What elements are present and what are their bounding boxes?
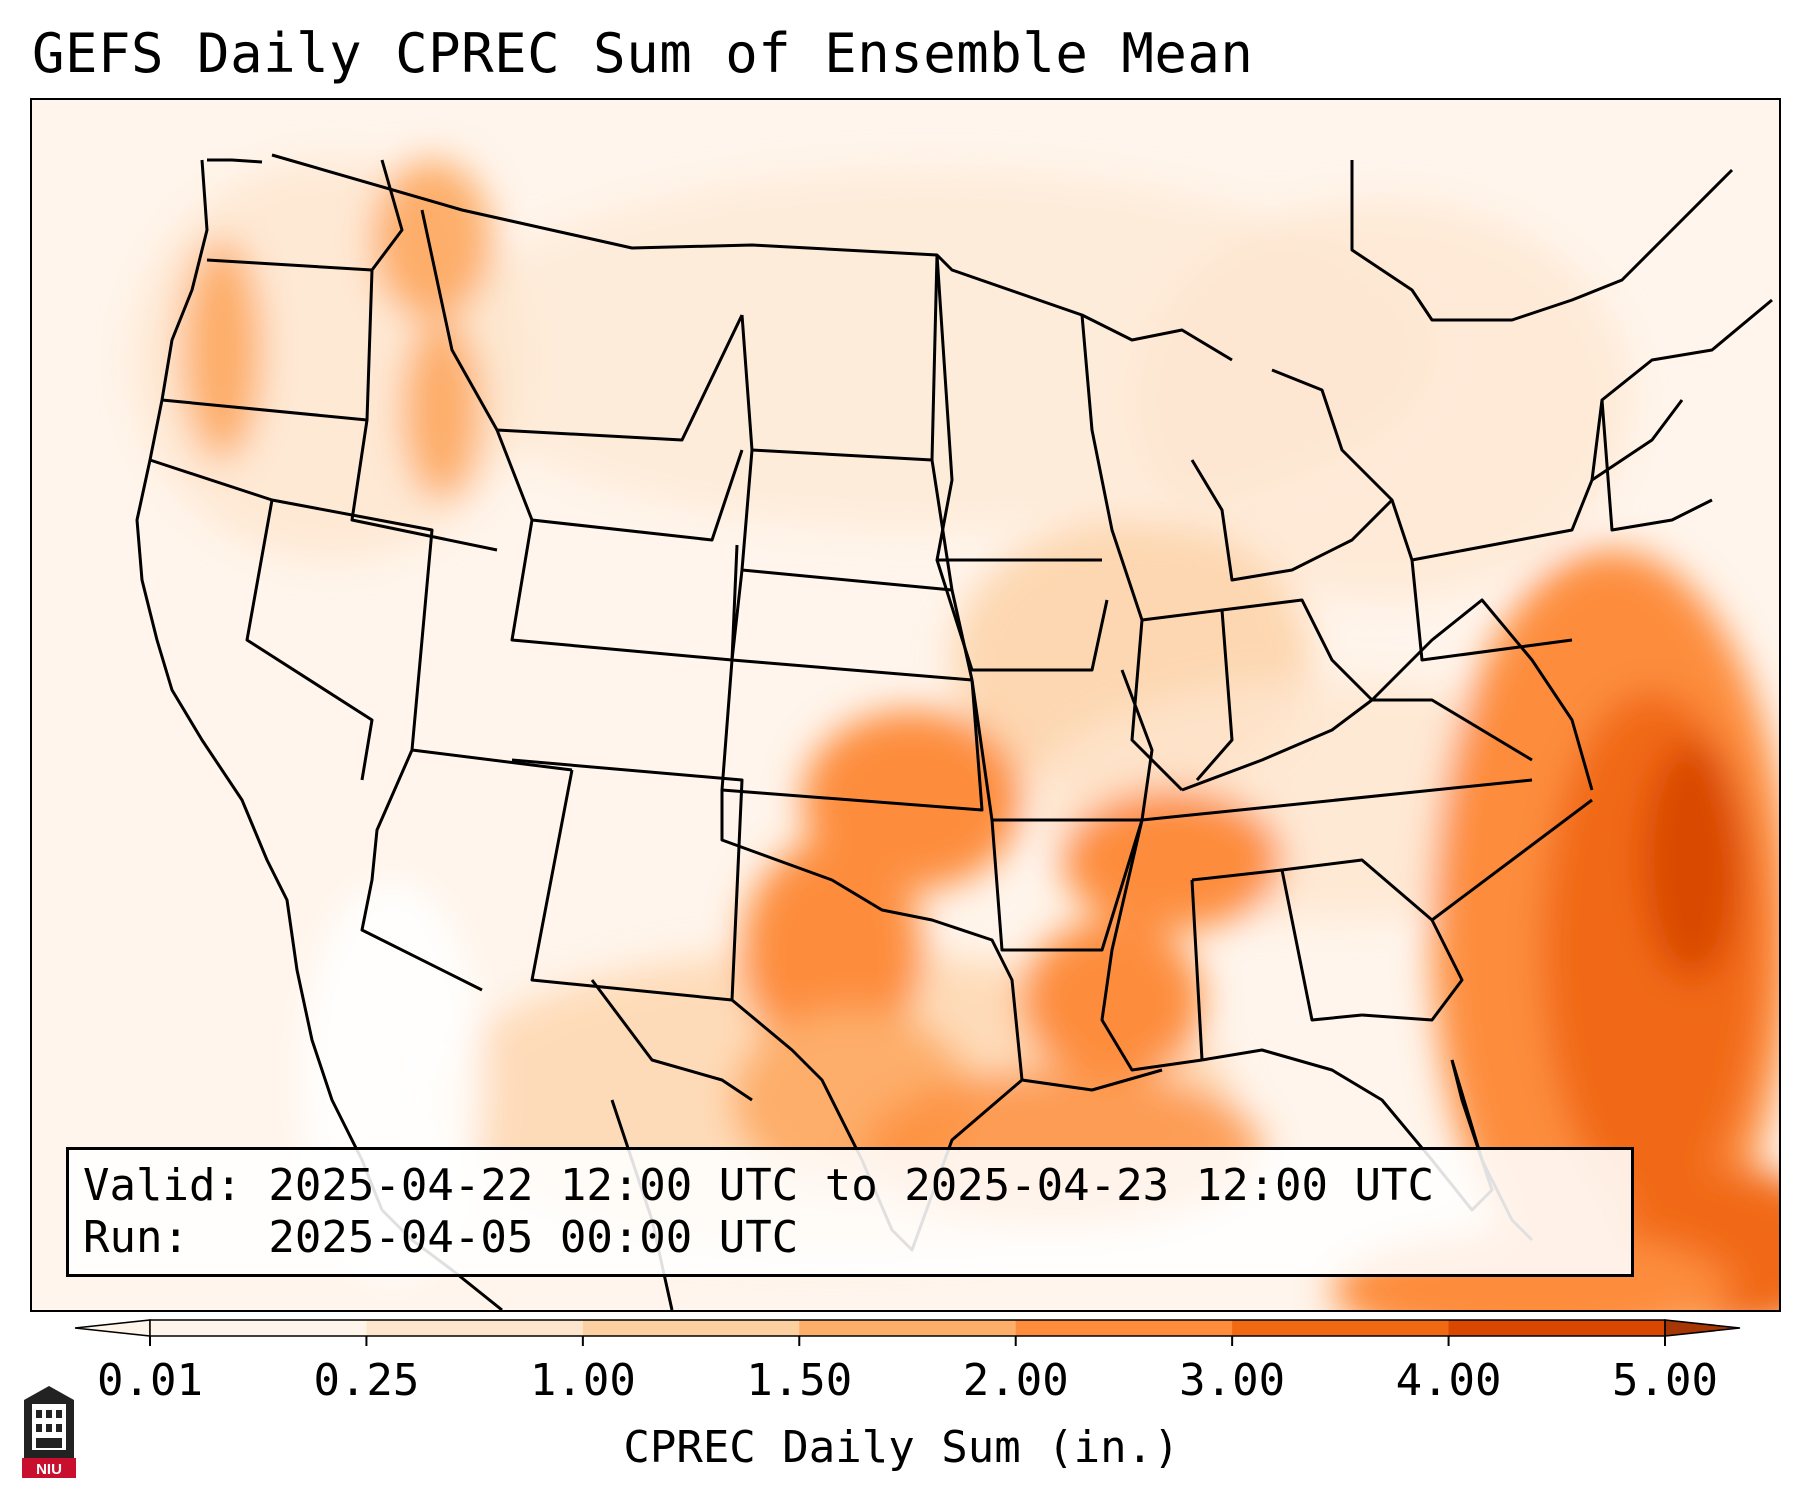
- valid-time-text: Valid: 2025-04-22 12:00 UTC to 2025-04-2…: [83, 1160, 1435, 1211]
- colorbar-ticks: [149, 1336, 1666, 1346]
- map-title: GEFS Daily CPREC Sum of Ensemble Mean: [32, 22, 1254, 85]
- run-time-text: Run: 2025-04-05 00:00 UTC: [83, 1212, 799, 1263]
- colorbar-tick-label: 5.00: [1612, 1355, 1718, 1406]
- colorbar-segment: [799, 1320, 1017, 1336]
- niu-logo-icon: NIU: [22, 1386, 76, 1478]
- colorbar-segments: [74, 1319, 1741, 1337]
- colorbar-tick-label: 4.00: [1395, 1355, 1502, 1406]
- valid-time-box: Valid: 2025-04-22 12:00 UTC to 2025-04-2…: [66, 1147, 1634, 1277]
- map-canvas: [132, 153, 1779, 1310]
- colorbar-label: CPREC Daily Sum (in.): [623, 1422, 1180, 1473]
- precip-map: [30, 98, 1781, 1312]
- colorbar-extend-min: [74, 1319, 151, 1337]
- colorbar-segment: [366, 1320, 584, 1336]
- colorbar-segment: [150, 1320, 367, 1336]
- colorbar-tick-label: 3.00: [1179, 1355, 1286, 1406]
- precip-shading: [132, 160, 1779, 1310]
- colorbar-segment: [582, 1320, 800, 1336]
- colorbar-extend-max: [1664, 1319, 1741, 1337]
- colorbar-tick-label: 0.01: [97, 1355, 203, 1406]
- colorbar-tick-label: 2.00: [962, 1355, 1069, 1406]
- colorbar-tick-label: 0.25: [313, 1355, 420, 1406]
- state-borders: [135, 153, 1773, 1310]
- colorbar-tick-label: 1.00: [529, 1355, 636, 1406]
- niu-logo-text: NIU: [36, 1461, 62, 1478]
- colorbar-tick-label: 1.50: [746, 1355, 853, 1406]
- colorbar-segment: [1448, 1320, 1666, 1336]
- colorbar-segment: [1015, 1320, 1233, 1336]
- colorbar-segment: [1232, 1320, 1450, 1336]
- colorbar-outline: [149, 1319, 1666, 1337]
